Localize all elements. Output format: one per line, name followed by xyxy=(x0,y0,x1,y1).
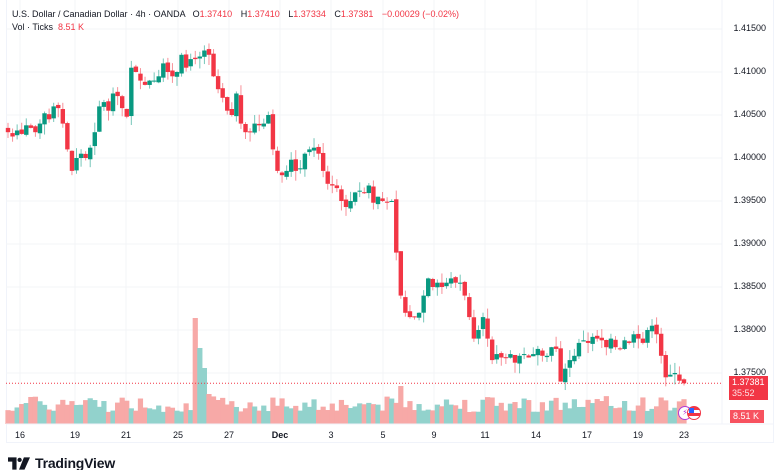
volume-bars xyxy=(5,318,687,424)
volume-tag: 8.51 K xyxy=(730,410,764,423)
bar-countdown: 35:52 xyxy=(732,388,755,398)
price-axis-label: 1.41500 xyxy=(733,23,766,33)
price-axis-label: 1.37500 xyxy=(733,367,766,377)
price-axis-label: 1.39500 xyxy=(733,195,766,205)
time-axis-label: 16 xyxy=(14,430,26,440)
us-flag-event-icon[interactable] xyxy=(687,406,701,420)
brand-name: TradingView xyxy=(35,455,116,470)
symbol-title[interactable]: U.S. Dollar / Canadian Dollar xyxy=(12,9,128,19)
event-markers[interactable]: ⚡ xyxy=(678,406,701,420)
low-value: 1.37334 xyxy=(293,9,326,19)
price-axis-label: 1.38000 xyxy=(733,324,766,334)
last-price: 1.37381 xyxy=(732,377,765,387)
price-axis-label: 1.40000 xyxy=(733,152,766,162)
chart-frame xyxy=(6,0,774,443)
time-axis-label: 25 xyxy=(172,430,184,440)
price-axis-label: 1.40500 xyxy=(733,109,766,119)
time-axis-label: 14 xyxy=(530,430,542,440)
open-value: 1.37410 xyxy=(199,9,233,19)
interval[interactable]: 4h xyxy=(135,9,146,19)
time-axis-label: 27 xyxy=(223,430,235,440)
candlesticks xyxy=(5,43,687,391)
volume-label[interactable]: Vol · Ticks xyxy=(12,22,54,32)
price-axis-label: 1.38500 xyxy=(733,281,766,291)
time-axis-label: 9 xyxy=(431,430,437,440)
chart-legend: U.S. Dollar / Canadian Dollar · 4h · OAN… xyxy=(12,9,459,32)
time-axis-label: 21 xyxy=(120,430,132,440)
tradingview-logo-icon xyxy=(8,456,30,470)
price-axis-label: 1.41000 xyxy=(733,66,766,76)
price-chart[interactable] xyxy=(0,0,780,445)
time-axis-label: 17 xyxy=(581,430,593,440)
time-axis-label: 19 xyxy=(632,430,644,440)
close-value: 1.37381 xyxy=(340,9,374,19)
time-axis-label: 11 xyxy=(480,430,490,440)
time-axis-label: 23 xyxy=(678,430,690,440)
volume-value: 8.51 K xyxy=(58,22,85,32)
tradingview-logo[interactable]: TradingView xyxy=(8,455,115,470)
grid-lines xyxy=(6,0,722,424)
data-source: OANDA xyxy=(153,9,186,19)
time-axis-label: 19 xyxy=(69,430,81,440)
time-axis-label: Dec xyxy=(271,430,289,440)
last-price-tag: 1.37381 35:52 xyxy=(729,376,768,400)
price-axis-label: 1.39000 xyxy=(733,238,766,248)
high-value: 1.37410 xyxy=(247,9,280,19)
time-axis-label: 5 xyxy=(380,430,386,440)
time-axis-label: 3 xyxy=(328,430,334,440)
change-value: −0.00029 (−0.02%) xyxy=(381,9,459,19)
